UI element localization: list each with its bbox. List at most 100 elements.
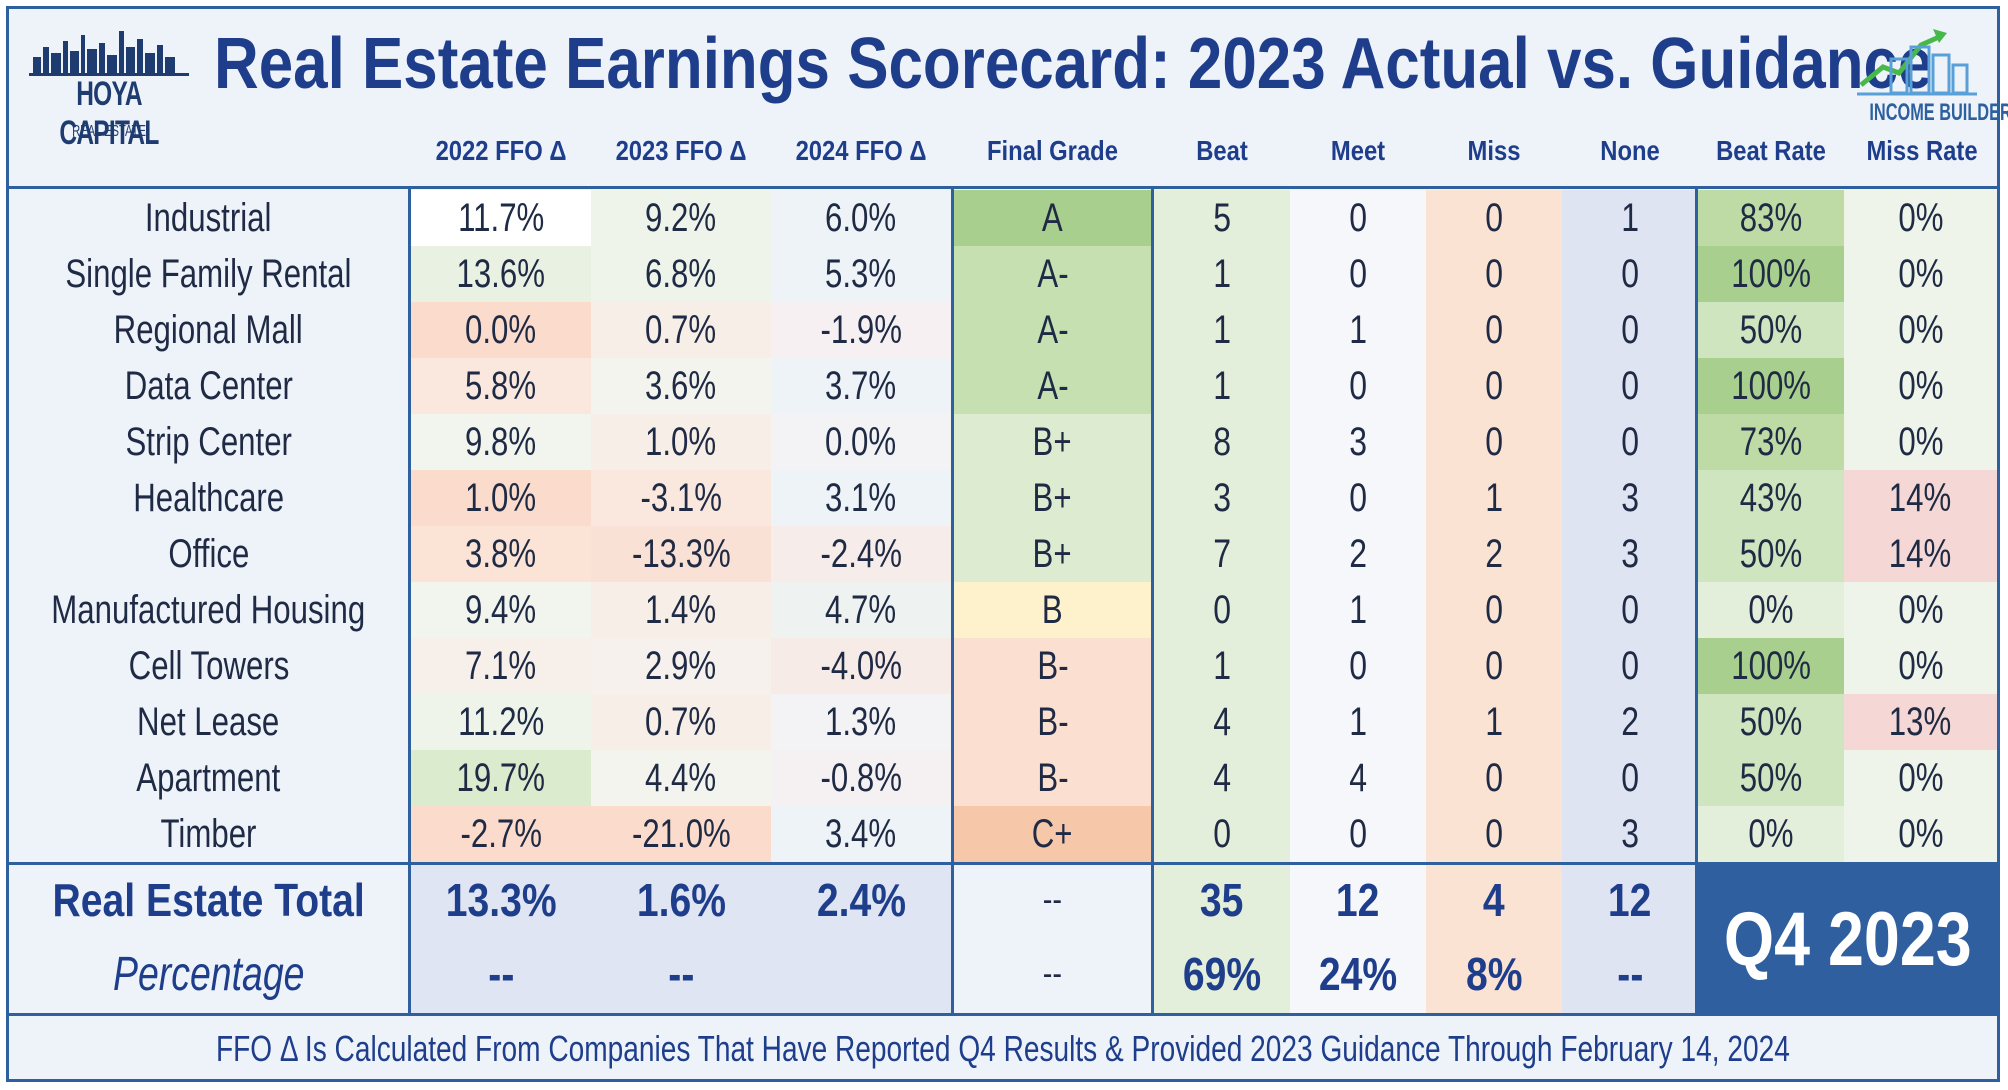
cell-value: 50% [1739,699,1803,744]
cell-value: 3.1% [825,475,897,520]
table-cell-ffo2022: 11.2% [411,694,591,750]
table-cell-miss: 1 [1426,470,1562,526]
cell-value: 4 [1213,755,1231,800]
table-cell-ffo2023: -13.3% [591,526,771,582]
cell-value: 1 [1621,195,1639,240]
total-value: 12 [1336,874,1380,926]
col-header-ffo2023: 2023 FFO Δ [615,135,747,166]
table-cell-miss: 0 [1426,750,1562,806]
table-cell-sector: Timber [9,806,408,862]
table-cell-sector: Net Lease [9,694,408,750]
table-cell-beat: 3 [1154,470,1290,526]
cell-value: 0.0% [465,307,537,352]
income-builder-logo: INCOME BUILDER [1847,19,2008,129]
logo-brand-text: HOYA CAPITAL [59,75,159,152]
table-cell-none: 1 [1562,190,1698,246]
table-cell-none: 0 [1562,750,1698,806]
table-cell-ffo2023: 9.2% [591,190,771,246]
percentage-cell-none: -- [1562,935,1698,1013]
row-label: Healthcare [133,475,284,520]
cell-value: 4.7% [825,587,897,632]
table-divider-0 [408,186,411,1013]
cell-value: 13% [1889,699,1952,744]
cell-value: 100% [1731,363,1811,408]
cell-value: 83% [1739,195,1803,240]
table-divider-3 [1695,186,1698,1013]
table-cell-grade: B+ [954,526,1151,582]
table-cell-miss: 0 [1426,806,1562,862]
cell-value: B+ [1032,419,1073,464]
row-label: Office [168,531,249,576]
table-cell-miss_rate: 0% [1844,806,1997,862]
table-cell-none: 0 [1562,638,1698,694]
cell-value: B- [1036,755,1069,800]
table-cell-beat: 7 [1154,526,1290,582]
cell-value: 2.9% [645,643,717,688]
table-cell-beat: 0 [1154,806,1290,862]
table-cell-beat_rate: 43% [1698,470,1844,526]
cell-value: -4.0% [820,643,902,688]
table-cell-miss_rate: 0% [1844,190,1997,246]
table-cell-beat: 1 [1154,638,1290,694]
cell-value: 9.2% [645,195,717,240]
table-cell-meet: 0 [1290,190,1426,246]
total-value: 13.3% [445,874,557,926]
cell-value: 1 [1349,587,1367,632]
cell-value: 0 [1621,587,1639,632]
cell-value: 8 [1213,419,1231,464]
cell-value: 1.3% [825,699,897,744]
row-label: Regional Mall [113,307,304,352]
cell-value: 1.0% [465,475,537,520]
table-cell-grade: B- [954,638,1151,694]
cell-value: 0.0% [825,419,897,464]
cell-value: 9.4% [465,587,537,632]
table-cell-beat_rate: 50% [1698,526,1844,582]
cell-value: 0% [1897,587,1944,632]
cell-value: 73% [1739,419,1803,464]
percentage-cell-grade: -- [954,935,1151,1013]
table-cell-none: 0 [1562,358,1698,414]
table-cell-beat: 1 [1154,246,1290,302]
cell-value: 50% [1739,755,1803,800]
table-cell-ffo2022: 11.7% [411,190,591,246]
cell-value: -2.7% [460,811,542,856]
cell-value: A- [1036,251,1069,296]
cell-value: 0 [1485,811,1503,856]
table-cell-sector: Data Center [9,358,408,414]
period-badge-text: Q4 2023 [1723,896,1972,982]
percentage-cell-beat: 69% [1154,935,1290,1013]
table-cell-miss_rate: 0% [1844,638,1997,694]
table-cell-sector: Healthcare [9,470,408,526]
table-cell-ffo2024: 4.7% [771,582,951,638]
cell-value: 0 [1485,307,1503,352]
table-cell-sector: Cell Towers [9,638,408,694]
table-cell-grade: B+ [954,470,1151,526]
table-cell-ffo2024: 3.7% [771,358,951,414]
cell-value: A- [1036,363,1069,408]
table-cell-none: 3 [1562,470,1698,526]
table-cell-ffo2022: 13.6% [411,246,591,302]
total-cell-beat: 35 [1154,865,1290,935]
footer-note-text: FFO Δ Is Calculated From Companies That … [216,1028,1790,1069]
percentage-cell-meet: 24% [1290,935,1426,1013]
table-cell-sector: Office [9,526,408,582]
table-cell-meet: 4 [1290,750,1426,806]
income-builder-text: INCOME BUILDER [1869,99,2008,126]
page-title: Real Estate Earnings Scorecard: 2023 Act… [214,24,1933,104]
table-cell-grade: A- [954,302,1151,358]
cell-value: B- [1036,643,1069,688]
building-growth-icon [1857,29,1977,96]
cell-value: 50% [1739,307,1803,352]
table-cell-beat_rate: 83% [1698,190,1844,246]
cell-value: 1 [1349,307,1367,352]
cell-value: 100% [1731,251,1811,296]
table-cell-none: 0 [1562,302,1698,358]
table-cell-beat: 1 [1154,302,1290,358]
table-cell-miss_rate: 0% [1844,750,1997,806]
table-cell-beat: 5 [1154,190,1290,246]
table-cell-sector: Apartment [9,750,408,806]
cell-value: 14% [1889,475,1952,520]
cell-value: -0.8% [820,755,902,800]
table-cell-beat: 4 [1154,750,1290,806]
cell-value: -21.0% [631,811,731,856]
